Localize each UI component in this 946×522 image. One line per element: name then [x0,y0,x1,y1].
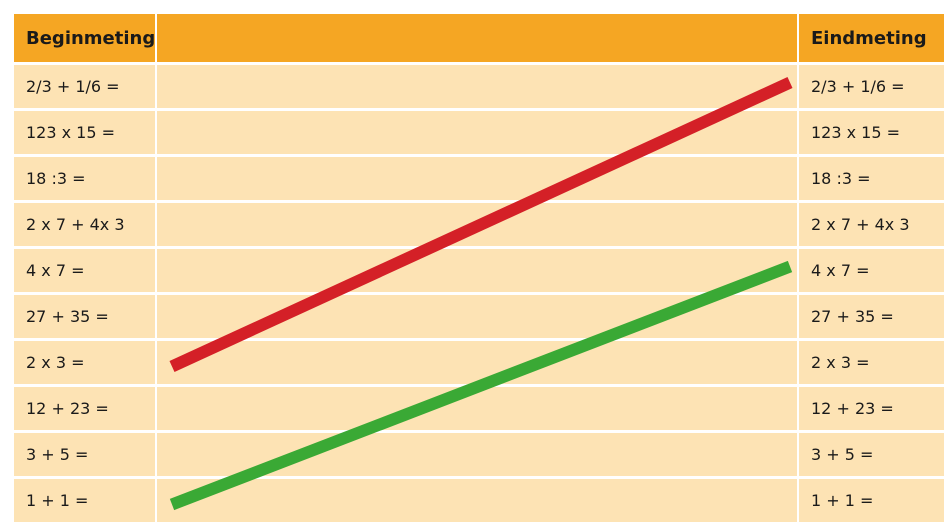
middle-row-9 [157,433,797,476]
middle-row-1 [157,65,797,108]
header-beginmeting: Beginmeting [14,14,155,62]
beginmeting-row-10: 1 + 1 = [14,479,155,522]
eindmeting-row-4: 2 x 7 + 4x 3 [799,203,944,246]
middle-row-8 [157,387,797,430]
eindmeting-row-5: 4 x 7 = [799,249,944,292]
header-middle [157,14,797,62]
beginmeting-row-5: 4 x 7 = [14,249,155,292]
eindmeting-row-3: 18 :3 = [799,157,944,200]
header-eindmeting: Eindmeting [799,14,944,62]
beginmeting-row-1: 2/3 + 1/6 = [14,65,155,108]
eindmeting-row-10: 1 + 1 = [799,479,944,522]
middle-row-3 [157,157,797,200]
middle-row-7 [157,341,797,384]
eindmeting-row-6: 27 + 35 = [799,295,944,338]
beginmeting-row-7: 2 x 3 = [14,341,155,384]
comparison-table: Beginmeting Eindmeting 2/3 + 1/6 = 2/3 + … [14,14,944,522]
beginmeting-row-8: 12 + 23 = [14,387,155,430]
header-row: Beginmeting Eindmeting [14,14,944,62]
beginmeting-row-2: 123 x 15 = [14,111,155,154]
beginmeting-row-4: 2 x 7 + 4x 3 [14,203,155,246]
eindmeting-row-1: 2/3 + 1/6 = [799,65,944,108]
middle-row-5 [157,249,797,292]
eindmeting-row-8: 12 + 23 = [799,387,944,430]
middle-row-2 [157,111,797,154]
middle-row-6 [157,295,797,338]
middle-row-4 [157,203,797,246]
eindmeting-row-2: 123 x 15 = [799,111,944,154]
eindmeting-row-7: 2 x 3 = [799,341,944,384]
beginmeting-row-9: 3 + 5 = [14,433,155,476]
beginmeting-row-6: 27 + 35 = [14,295,155,338]
eindmeting-row-9: 3 + 5 = [799,433,944,476]
beginmeting-row-3: 18 :3 = [14,157,155,200]
